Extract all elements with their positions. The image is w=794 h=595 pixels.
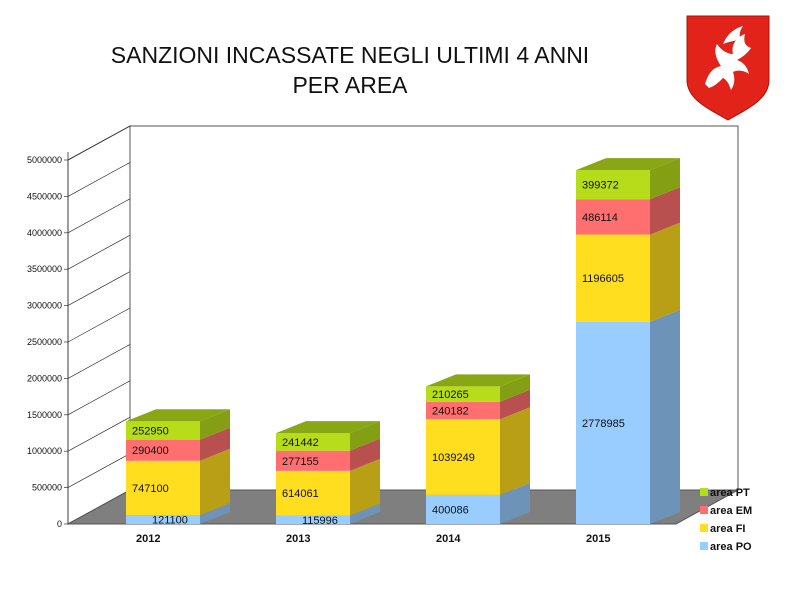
regional-logo xyxy=(683,14,773,122)
gridline xyxy=(67,453,131,488)
legend-swatch xyxy=(700,488,708,496)
y-tick-label: 2500000 xyxy=(27,337,62,347)
bar-segment xyxy=(126,439,200,461)
data-label: 121100 xyxy=(152,515,188,527)
data-label: 747100 xyxy=(132,483,169,495)
bar-segment xyxy=(576,321,650,524)
bar-top-cap xyxy=(276,421,380,434)
legend-swatch xyxy=(700,542,708,550)
pegasus-wing xyxy=(723,26,743,44)
data-label: 240182 xyxy=(432,405,469,417)
bar-segment-side xyxy=(650,158,680,200)
bar-segment-side xyxy=(650,222,680,322)
bar-segment-side xyxy=(350,421,380,451)
gridline xyxy=(67,234,131,270)
bar-segment-side xyxy=(200,503,230,524)
legend-label: area PT xyxy=(710,487,750,499)
y-tick-label: 1000000 xyxy=(27,446,62,456)
bar-segment-side xyxy=(350,438,380,471)
bar-segment xyxy=(126,460,200,516)
bar-segment-side xyxy=(500,482,530,524)
data-label: 241442 xyxy=(282,437,319,449)
data-label: 1039249 xyxy=(432,452,475,464)
bar-segment xyxy=(576,199,650,235)
bar-segment xyxy=(576,170,650,200)
bar-segment-side xyxy=(350,458,380,516)
title-line-1: SANZIONI INCASSATE NEGLI ULTIMI 4 ANNI xyxy=(110,42,590,68)
y-tick-label: 4000000 xyxy=(27,228,62,238)
gridline xyxy=(67,307,131,343)
legend-swatch xyxy=(700,506,708,514)
bar-segment xyxy=(426,419,500,495)
bar-segment-side xyxy=(650,187,680,235)
data-label: 1196605 xyxy=(582,273,624,285)
x-tick-label: 2013 xyxy=(286,533,310,545)
pegasus-figure xyxy=(705,34,751,90)
data-label: 399372 xyxy=(582,180,619,192)
legend-label: area PO xyxy=(710,541,752,553)
data-label: 290400 xyxy=(132,445,169,457)
data-label: 277155 xyxy=(282,456,319,468)
y-tick-label: 2000000 xyxy=(27,373,62,383)
chart-title: SANZIONI INCASSATE NEGLI ULTIMI 4 ANNI P… xyxy=(20,40,680,100)
bar-top-cap xyxy=(426,374,530,387)
bar-segment xyxy=(426,386,500,402)
bar-segment-side xyxy=(200,448,230,516)
bar-segment xyxy=(576,234,650,322)
gridline xyxy=(67,162,131,197)
gridline xyxy=(67,198,131,234)
x-tick-label: 2014 xyxy=(436,533,461,545)
data-label: 210265 xyxy=(432,389,469,401)
bar-top-cap xyxy=(126,409,230,422)
bar-segment xyxy=(276,433,350,451)
legend-label: area FI xyxy=(710,523,745,535)
y-tick-label: 5000000 xyxy=(27,155,62,165)
y-tick-label: 0 xyxy=(57,519,62,529)
pegasus-shield-icon xyxy=(686,15,770,121)
legend-label: area EM xyxy=(710,505,752,517)
data-label: 252950 xyxy=(132,425,169,437)
bar-segment-side xyxy=(350,503,380,524)
title-line-2: PER AREA xyxy=(292,72,408,98)
y-tick-label: 1500000 xyxy=(27,410,62,420)
bar-segment-side xyxy=(500,389,530,420)
bar-segment-side xyxy=(500,374,530,402)
bar-segment-side xyxy=(200,409,230,440)
gridline xyxy=(67,416,131,452)
y-tick-label: 3000000 xyxy=(27,301,62,311)
data-label: 614061 xyxy=(282,488,319,500)
x-tick-label: 2012 xyxy=(136,533,160,545)
x-tick-label: 2015 xyxy=(586,533,610,545)
data-label: 115996 xyxy=(302,515,338,527)
y-tick-label: 500000 xyxy=(32,483,62,493)
gridline xyxy=(67,271,131,306)
bar-segment xyxy=(276,515,350,524)
y-tick-label: 3500000 xyxy=(27,264,62,274)
bar-segment xyxy=(276,470,350,516)
gridline xyxy=(67,125,131,161)
gridline xyxy=(67,344,131,379)
bar-segment-side xyxy=(200,427,230,461)
bar-segment xyxy=(426,401,500,420)
data-label: 400086 xyxy=(432,504,469,516)
data-label: 2778985 xyxy=(582,418,625,430)
legend-swatch xyxy=(700,524,708,532)
bar-segment-side xyxy=(500,407,530,495)
gridline xyxy=(67,380,131,416)
bar-top-cap xyxy=(576,158,680,171)
bar-segment-side xyxy=(650,309,680,524)
data-label: 486114 xyxy=(582,212,618,224)
bar-segment xyxy=(276,450,350,471)
y-tick-label: 4500000 xyxy=(27,191,62,201)
bar-segment xyxy=(126,421,200,440)
bar-segment xyxy=(126,515,200,524)
bar-segment xyxy=(426,494,500,524)
